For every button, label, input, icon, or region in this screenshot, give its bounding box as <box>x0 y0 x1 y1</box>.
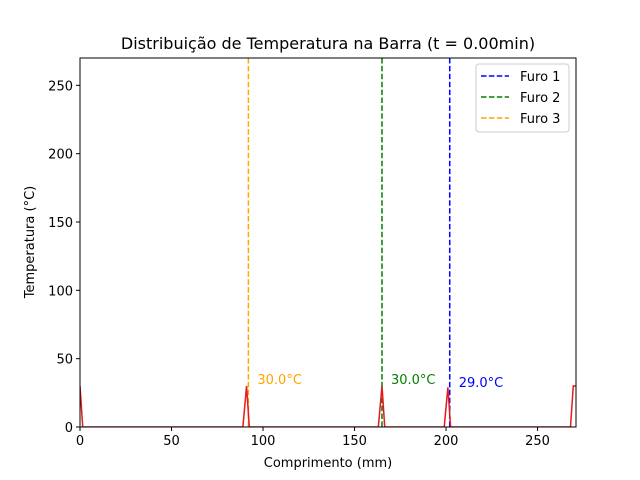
legend-entry-3: Furo 3 <box>520 112 560 127</box>
hole-temperature-label-3: 30.0°C <box>257 373 302 388</box>
temperature-profile-line <box>80 385 576 427</box>
y-tick-label: 150 <box>48 216 73 231</box>
plot-frame <box>79 57 577 428</box>
x-tick-label: 150 <box>342 434 367 449</box>
y-tick-label: 200 <box>48 148 73 163</box>
hole-temperature-label-1: 29.0°C <box>459 376 504 391</box>
x-tick-label: 50 <box>163 434 180 449</box>
x-tick-label: 100 <box>251 434 276 449</box>
y-tick-label: 250 <box>48 79 73 94</box>
chart-title: Distribuição de Temperatura na Barra (t … <box>121 34 535 53</box>
y-axis-label: Temperatura (°C) <box>23 186 38 299</box>
x-tick-label: 250 <box>525 434 550 449</box>
legend-box <box>475 63 570 133</box>
y-tick-label: 50 <box>56 353 73 368</box>
legend-entry-2: Furo 2 <box>520 91 560 106</box>
x-axis-label: Comprimento (mm) <box>264 456 392 471</box>
x-tick-label: 200 <box>434 434 459 449</box>
legend-entry-1: Furo 1 <box>520 70 560 85</box>
y-tick-label: 0 <box>65 421 73 436</box>
hole-temperature-label-2: 30.0°C <box>391 373 436 388</box>
y-tick-label: 100 <box>48 284 73 299</box>
x-tick-label: 0 <box>76 434 84 449</box>
